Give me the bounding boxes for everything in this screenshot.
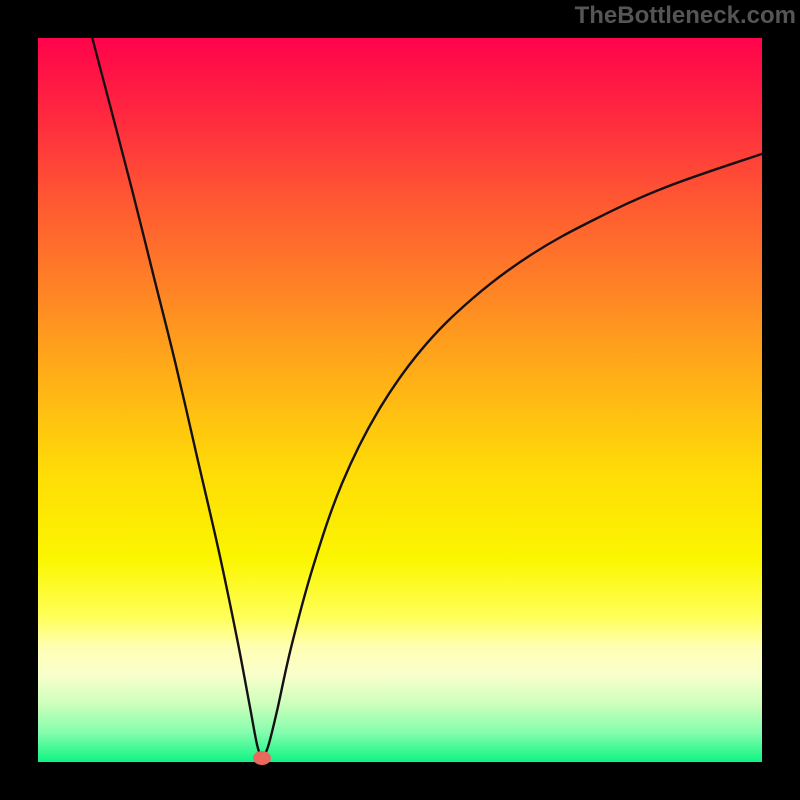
bottleneck-curve	[38, 38, 762, 762]
watermark-text: TheBottleneck.com	[575, 2, 796, 30]
curve-left-branch	[92, 38, 262, 758]
curve-right-branch	[262, 154, 762, 759]
plot-area	[38, 38, 762, 762]
minimum-marker	[253, 751, 271, 765]
